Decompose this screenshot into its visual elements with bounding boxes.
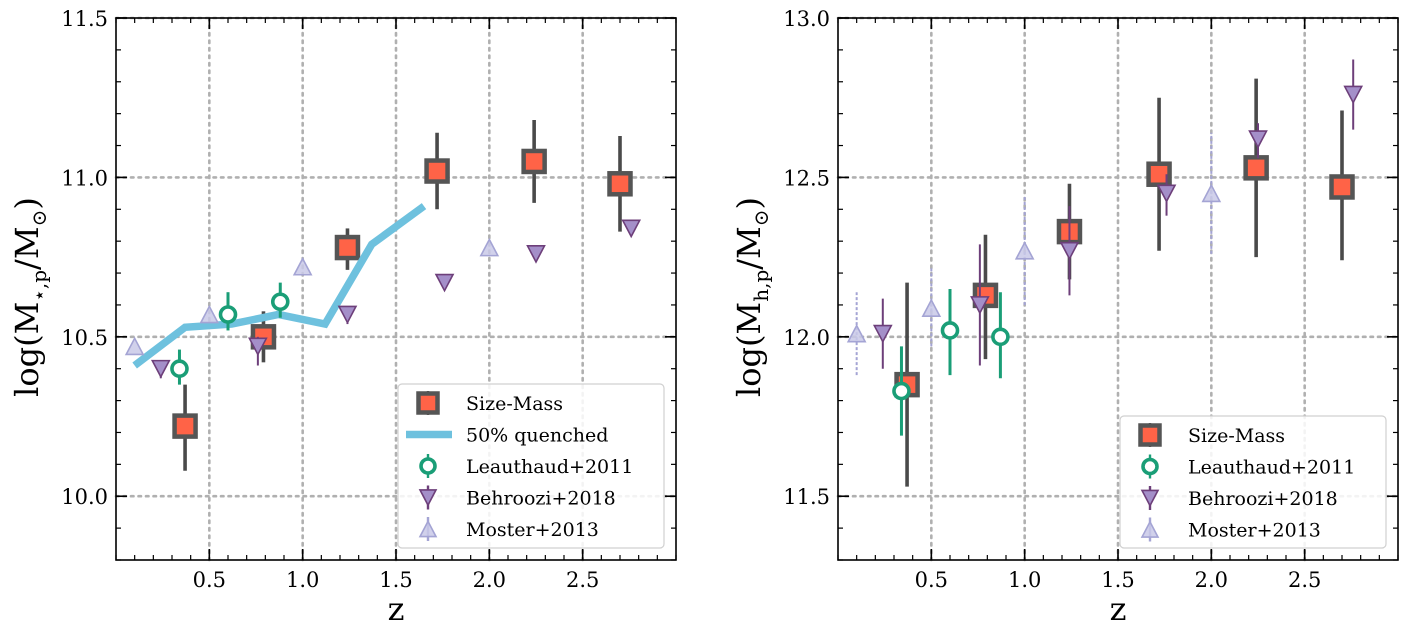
data-point [846,323,867,343]
y-tick-label: 12.5 [783,166,830,190]
data-point [218,305,238,324]
data-point [1343,85,1364,105]
legend-swatch [1140,520,1160,538]
x-axis-label: z [388,590,405,624]
y-axis-label: log(Mh,p/M⊙) [730,197,773,397]
legend-label: Size-Mass [1188,425,1285,447]
legend-swatch [418,519,438,538]
x-tick-label: 1.5 [379,568,412,592]
y-tick-label: 12.0 [783,326,830,350]
data-point [337,305,358,325]
legend: Size-Mass Leauthaud+2011 Behroozi+2018 Most… [1119,415,1387,549]
legend-box [397,383,665,549]
x-tick-label: 2.5 [566,568,599,592]
ticks [837,17,1399,561]
halo-mass-panel: 0.5 1.0 1.5 2.0 2.5 11.5 12.0 12.5 13.0 z log(Mh,p… [730,7,1400,624]
data-point [248,337,268,357]
data-point [607,171,633,197]
data-point [124,336,145,356]
legend-swatch [1141,457,1159,476]
series-moster-2013 [846,132,1222,376]
data-point [150,359,171,379]
legend-label: Behroozi+2018 [1188,488,1338,510]
data-point [334,234,361,261]
legend-label: Moster+2013 [1188,520,1321,542]
y-tick-label: 11.5 [783,485,830,509]
series-leauthaud-2011 [170,282,290,385]
y-tick-label: 11.0 [61,166,108,190]
series-behroozi-2018 [872,59,1364,369]
data-point [479,237,500,257]
series-behroozi-2018 [150,219,642,379]
data-point [199,304,220,324]
data-point [991,327,1010,347]
x-tick-label: 1.0 [286,568,319,592]
y-axis-label: log(M⋆,p/M⊙) [8,197,51,397]
data-point [1201,183,1222,203]
legend-box [1119,415,1387,549]
series-moster-2013 [124,237,500,356]
legend-label: 50% quenched [466,425,608,447]
series-leauthaud-2011 [892,289,1010,436]
data-point [521,148,547,175]
data-point [1248,130,1268,149]
data-point [292,256,313,276]
x-tick-label: 2.0 [473,568,506,592]
data-point [921,298,942,318]
data-point [1014,240,1035,260]
data-point [172,413,198,439]
data-point [1059,241,1080,261]
series-line [132,203,427,369]
legend: Size-Mass 50% quenched Leauthaud+2011 Behro… [397,383,665,549]
legend-label: Moster+2013 [466,519,599,541]
legend-label: Leauthaud+2011 [1188,457,1355,479]
x-tick-label: 1.0 [1008,568,1041,592]
data-point [424,158,450,184]
data-point [872,324,893,344]
legend-swatch [1138,423,1162,447]
data-point [1329,174,1355,200]
data-point [970,296,990,315]
legend-label: Size-Mass [466,393,563,415]
data-point [892,381,911,401]
legend-swatch [416,391,440,415]
ticks [115,17,677,561]
x-axis-label: z [1110,590,1127,624]
x-tick-label: 0.5 [193,568,226,592]
data-point [170,359,189,379]
legend-label: Behroozi+2018 [466,488,616,510]
data-point [434,273,455,293]
y-tick-label: 11.5 [61,7,108,31]
series-50-quenched [132,203,427,369]
data-point [270,292,290,312]
x-tick-label: 2.5 [1288,568,1321,592]
data-point [1243,155,1269,181]
data-point [526,245,546,264]
legend-swatch [418,489,438,507]
stellar-mass-panel: 0.5 1.0 1.5 2.0 2.5 10.0 10.5 11.0 11.5 z log(M⋆,p… [8,7,678,624]
y-tick-label: 10.5 [61,326,108,350]
legend-swatch [1140,489,1160,508]
data-point [940,321,960,340]
data-point [1156,184,1177,204]
data-point [621,219,642,239]
y-tick-label: 10.0 [61,485,108,509]
x-tick-label: 1.5 [1101,568,1134,592]
legend-label: Leauthaud+2011 [466,456,633,478]
y-tick-label: 13.0 [783,7,830,31]
legend-swatch [419,457,437,475]
x-tick-label: 0.5 [915,568,948,592]
x-tick-label: 2.0 [1195,568,1228,592]
